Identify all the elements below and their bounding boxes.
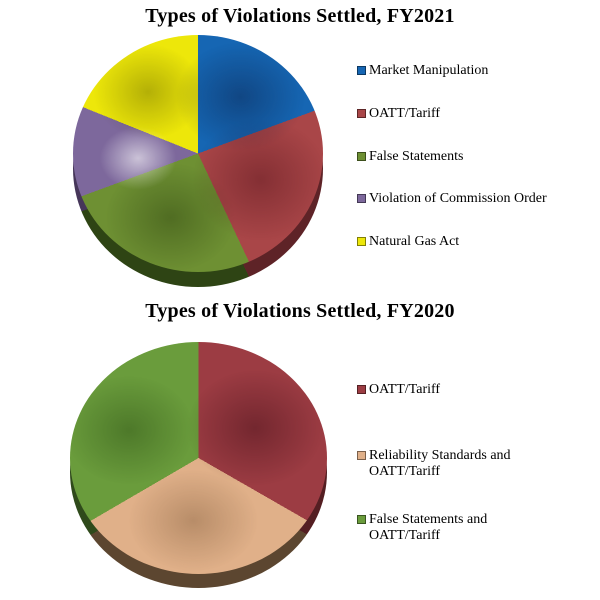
legend-item: Natural Gas Act (357, 234, 459, 250)
chart-title-fy2020: Types of Violations Settled, FY2020 (145, 300, 455, 322)
legend-item: Reliability Standards and OATT/Tariff (357, 448, 541, 480)
legend-color-swatch (357, 451, 366, 460)
legend-color-swatch (357, 109, 366, 118)
pie-chart-fy2020 (70, 342, 327, 588)
chart-title-fy2021: Types of Violations Settled, FY2021 (145, 5, 455, 27)
legend-color-swatch (357, 237, 366, 246)
legend-label: Reliability Standards and OATT/Tariff (369, 448, 511, 479)
pie-shading (70, 342, 327, 574)
legend-label: OATT/Tariff (369, 382, 441, 397)
legend-color-swatch (357, 66, 366, 75)
legend-color-swatch (357, 515, 366, 524)
pie-shading (73, 35, 323, 272)
legend-item: False Statements and OATT/Tariff (357, 512, 541, 544)
legend-item: OATT/Tariff (357, 382, 541, 398)
pie-chart-fy2021 (73, 35, 323, 287)
legend-item: False Statements (357, 149, 464, 165)
legend-label: Market Manipulation (369, 63, 489, 78)
legend-label: False Statements (369, 149, 464, 164)
legend-item: Violation of Commission Order (357, 191, 547, 207)
legend-label: False Statements and OATT/Tariff (369, 512, 488, 543)
legend-color-swatch (357, 385, 366, 394)
legend-label: OATT/Tariff (369, 106, 441, 121)
legend-color-swatch (357, 152, 366, 161)
legend-label: Violation of Commission Order (369, 191, 547, 206)
legend-item: Market Manipulation (357, 63, 488, 79)
legend-item: OATT/Tariff (357, 106, 440, 122)
pie-surface (70, 342, 327, 574)
legend-color-swatch (357, 194, 366, 203)
legend-label: Natural Gas Act (369, 234, 460, 249)
